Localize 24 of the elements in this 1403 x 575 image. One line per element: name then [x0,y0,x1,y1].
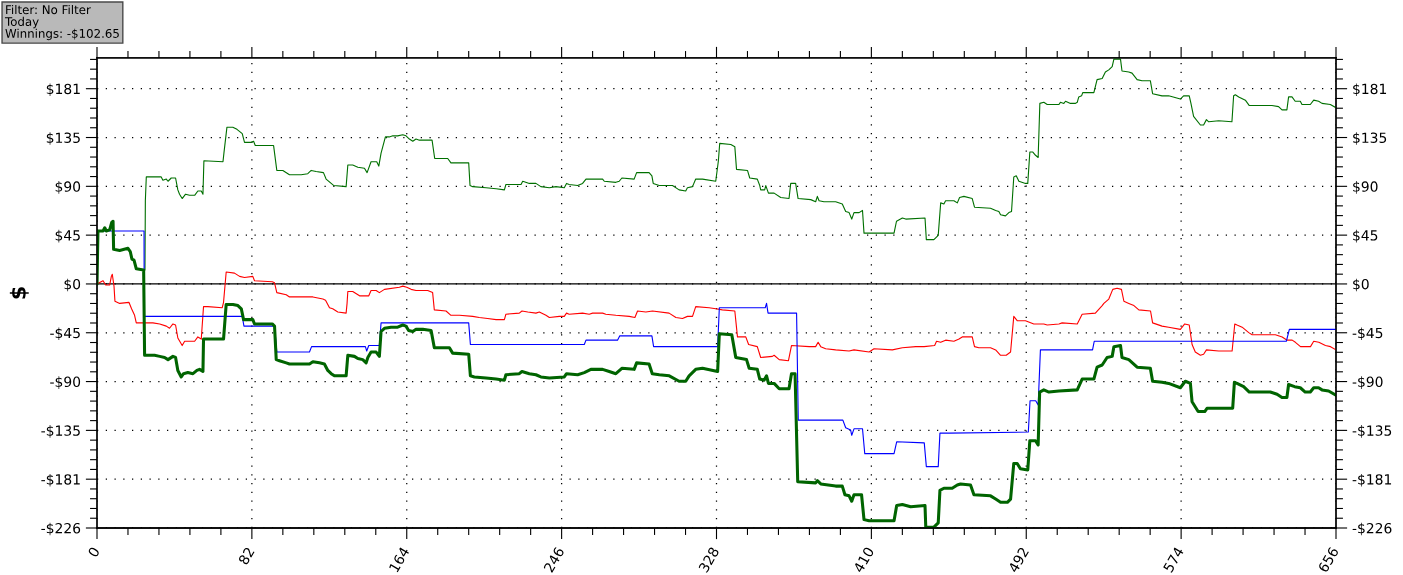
y2-tick-label: $135 [1353,132,1387,145]
y-axis-title: $ [9,287,29,299]
text: Filter: No Filter Today Winnings: -$102.65 [4,5,119,41]
y2-tick-label: -$181 [1352,473,1392,487]
y2-tick-label: -$226 [1352,522,1392,536]
y2-tick-label: -$90 [1352,376,1383,389]
y-tick-label: $0 [64,278,81,292]
x-tick-label: 0 [87,546,101,558]
y-tick-label: -$181 [41,473,80,487]
y-tick-label: $181 [46,83,80,97]
y-tick-label: -$226 [41,522,81,536]
y2-tick-label: -$135 [1352,425,1392,438]
y2-tick-label: $90 [1353,181,1378,194]
y2-tick-label: $181 [1353,83,1387,97]
y-tick-label: $90 [55,181,81,194]
y-tick-label: -$135 [41,425,80,438]
y-tick-label: $135 [46,132,80,145]
y2-tick-label: $45 [1353,229,1378,243]
y-tick-label: $45 [55,229,80,243]
y2-tick-label: -$45 [1352,327,1383,341]
y-tick-label: -$90 [50,376,81,389]
y2-tick-label: $0 [1353,278,1369,292]
y-tick-label: -$45 [50,327,80,341]
x-tick-label: 82 [237,546,255,566]
